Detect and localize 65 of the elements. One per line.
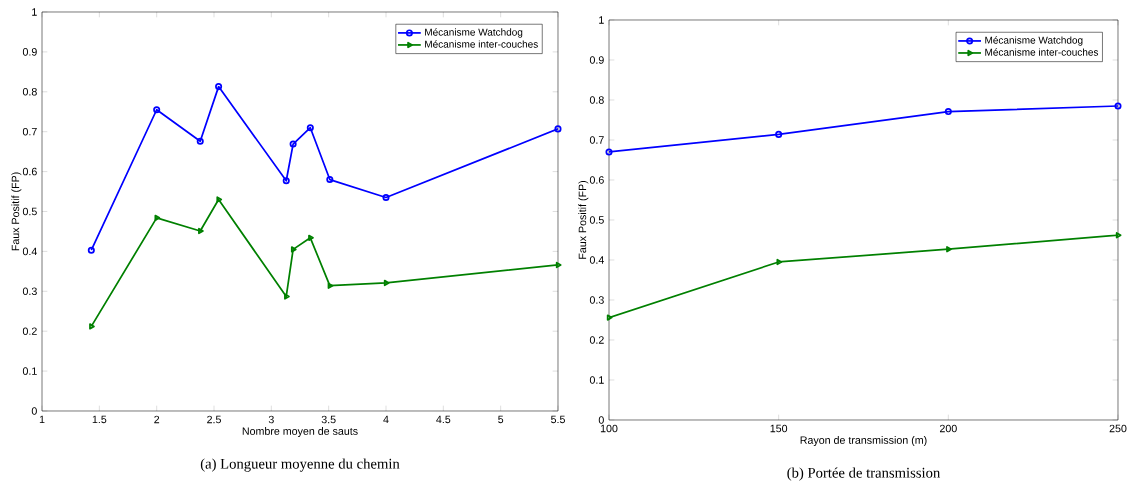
point [198, 227, 204, 235]
point [776, 258, 783, 266]
y-tick-label: 0.5 [22, 207, 37, 216]
x-tick-label: 250 [1109, 424, 1127, 433]
y-tick-label: 0.9 [22, 48, 37, 56]
x-axis-title: Rayon de transmission (m) [800, 436, 927, 447]
point [196, 137, 204, 145]
y-tick-label: 0.4 [22, 247, 37, 256]
y-tick-label: 0 [598, 416, 604, 424]
point [383, 279, 390, 287]
point [775, 130, 783, 138]
y-tick-label: 0.6 [22, 167, 37, 176]
x-tick-label: 4 [383, 415, 389, 424]
y-tick-label: 0.6 [589, 176, 604, 184]
legend-label: Mécanisme inter-couches [425, 40, 538, 48]
y-tick-label: 0.5 [589, 216, 604, 224]
y-tick-label: 1 [32, 8, 37, 16]
x-tick-label: 5 [498, 415, 504, 424]
y-tick-label: 0.2 [22, 327, 37, 335]
y-tick-label: 0.3 [22, 287, 37, 296]
y-tick-label: 0 [31, 407, 37, 415]
x-tick-label: 150 [770, 424, 788, 433]
x-tick-label: 2.5 [207, 415, 221, 424]
y-tick-label: 0.7 [589, 136, 604, 144]
legend-label: Mécanisme inter-couches [985, 48, 1099, 56]
x-tick-label: 3 [268, 415, 274, 424]
point [215, 83, 223, 91]
x-tick-label: 4.5 [436, 415, 451, 424]
y-axis-title: Faux Positif (FP) [578, 180, 589, 259]
y-tick-label: 0.7 [22, 127, 37, 136]
point [308, 234, 314, 241]
y-tick-label: 0.8 [22, 88, 37, 96]
legend-label: Mécanisme Watchdog [425, 28, 523, 38]
x-tick-label: 200 [939, 424, 957, 433]
y-tick-label: 0.4 [589, 256, 604, 264]
point [946, 246, 952, 253]
point [306, 124, 314, 132]
legend-label: Mécanisme Watchdog [985, 36, 1083, 46]
point [382, 193, 390, 202]
x-axis-title: Nombre moyen de sauts [242, 427, 358, 438]
point [326, 176, 334, 184]
x-tick-label: 2 [154, 415, 160, 424]
y-tick-label: 0.2 [589, 336, 604, 344]
point [284, 293, 290, 300]
y-tick-label: 0.1 [589, 376, 604, 384]
x-tick-label: 3.5 [321, 415, 336, 424]
point [944, 108, 952, 116]
point [154, 214, 161, 222]
x-tick-label: 5.5 [551, 415, 565, 424]
text: (b) Portée de transmission [787, 467, 941, 481]
text: (a) Longueur moyenne du chemin [200, 458, 400, 472]
y-tick-label: 0.8 [589, 96, 604, 104]
x-tick-label: 1.5 [92, 415, 107, 424]
point [290, 246, 297, 253]
y-tick-label: 1 [599, 16, 604, 24]
point [282, 177, 290, 185]
point [153, 106, 161, 114]
x-tick-label: 1 [39, 415, 45, 424]
y-axis-title: Faux Positif (FP) [11, 172, 22, 251]
y-tick-label: 0.3 [589, 296, 604, 304]
point [289, 140, 297, 148]
x-tick-label: 100 [600, 424, 618, 433]
y-tick-label: 0.9 [589, 56, 604, 64]
y-tick-label: 0.1 [22, 367, 37, 375]
point [216, 196, 223, 203]
